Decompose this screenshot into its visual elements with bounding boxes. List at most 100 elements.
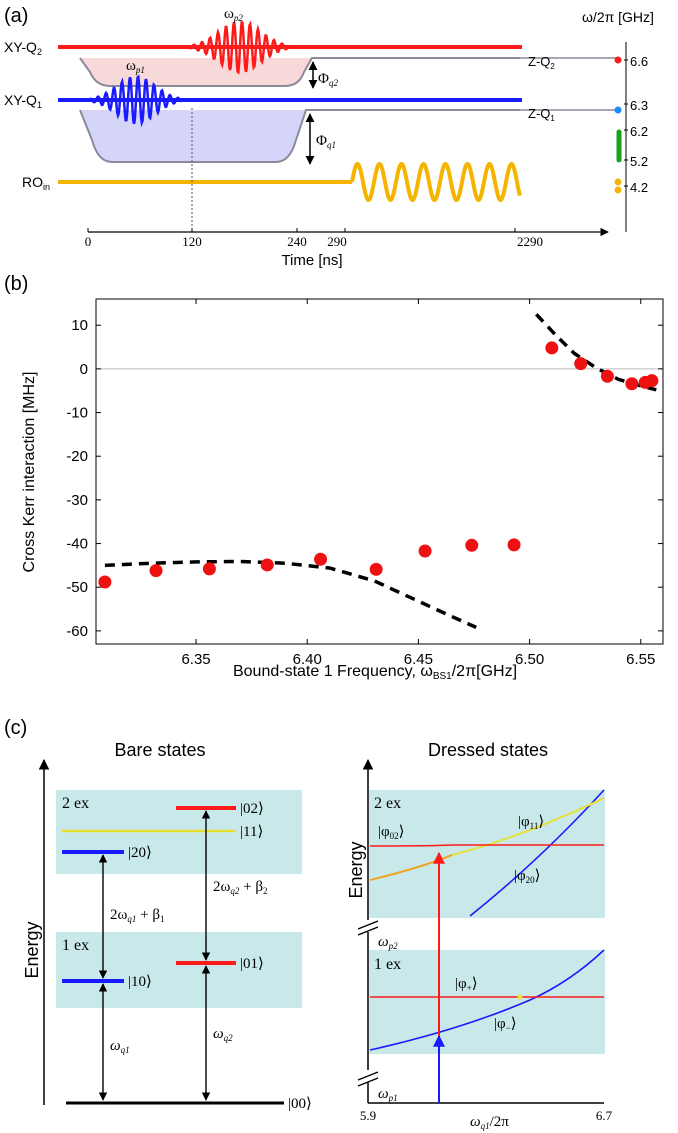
omega-p2-label: ωp2 <box>378 934 398 951</box>
phi-minus-label: |φ−⟩ <box>494 1016 517 1033</box>
flux-q1-region <box>80 110 306 162</box>
ket-20: |20⟩ <box>128 845 152 861</box>
data-point <box>202 562 216 576</box>
data-point <box>314 552 328 566</box>
x-tick-label: 6.50 <box>515 651 544 668</box>
ket-11: |11⟩ <box>240 824 263 840</box>
time-ticks: 0 120 240 290 2290 <box>85 228 543 249</box>
data-point <box>507 538 521 552</box>
freq-units-label: ω/2π [GHz] <box>582 9 654 25</box>
panel-b-label: (b) <box>4 273 28 295</box>
phi11-label: |φ11⟩ <box>518 814 544 831</box>
anticrossing-dot <box>517 994 523 1000</box>
x-tick-label: 6.40 <box>293 651 322 668</box>
freq-tick-5.2: 5.2 <box>630 154 648 169</box>
x-tick-label: 6.45 <box>404 651 433 668</box>
time-axis-label: Time [ns] <box>281 252 342 269</box>
y-tick-label: 0 <box>80 361 88 378</box>
phi-plus-label: |φ+⟩ <box>455 976 478 993</box>
data-point <box>149 564 163 578</box>
dressed-energy-label: Energy <box>346 841 366 898</box>
ket-00: |00⟩ <box>288 1096 312 1112</box>
axis-break-lower <box>357 1070 379 1087</box>
dressed-1ex-band <box>369 950 605 1054</box>
chart-data-points <box>98 341 659 589</box>
phi02-curve <box>369 844 604 847</box>
y-tick-label: 10 <box>71 317 88 334</box>
data-point <box>625 377 639 391</box>
time-tick-290: 290 <box>327 234 347 249</box>
dressed-2ex-band <box>369 790 605 918</box>
freq-tick-6.3: 6.3 <box>630 98 648 113</box>
flux-q2-outline <box>79 57 520 87</box>
freq-tick-6.6: 6.6 <box>630 54 648 69</box>
panel-b: (b) 100-10-20-30-40-50-60 6.35 6.40 6.45 6.… <box>4 273 664 682</box>
readout-dot-1 <box>614 178 622 186</box>
data-point <box>418 544 432 558</box>
dressed-1ex-label: 1 ex <box>374 956 401 973</box>
freq-tick-4.2: 4.2 <box>630 180 648 195</box>
time-tick-2290: 2290 <box>517 234 543 249</box>
x-tick-label: 6.55 <box>626 651 655 668</box>
omega-q2-label: ωq2 <box>213 1026 233 1043</box>
chart-x-ticks: 6.35 6.40 6.45 6.50 6.55 <box>181 299 655 668</box>
y-axis-label: Cross Kerr interaction [MHz] <box>21 372 38 573</box>
y-tick-label: -40 <box>66 536 88 553</box>
panel-c-label: (c) <box>4 717 27 739</box>
bare-2ex-label: 2 ex <box>62 795 89 812</box>
chart-fit-curves <box>104 313 657 629</box>
readout-dot-2 <box>614 186 622 194</box>
ket-10: |10⟩ <box>128 974 152 990</box>
freq-scale-ticks: 6.6 6.3 6.2 5.2 4.2 <box>624 54 648 195</box>
phi02-label: |φ02⟩ <box>378 824 405 841</box>
xy-q2-label: XY-Q2 <box>4 39 42 57</box>
panel-a: (a) ω/2π [GHz] XY-Q2 XY-Q1 ROin Z-Q2 Z-Q… <box>4 5 654 269</box>
ro-wave <box>350 161 522 203</box>
bare-1ex-band <box>56 932 302 1008</box>
phi20-label: |φ20⟩ <box>514 868 541 885</box>
y-tick-label: -30 <box>66 492 88 509</box>
phi02-lower-curve <box>369 854 453 881</box>
data-point <box>260 558 274 572</box>
wp2-label: ωp2 <box>224 6 243 23</box>
y-tick-label: -10 <box>66 405 88 422</box>
q1-frequency-dot <box>614 106 622 114</box>
plot-frame <box>95 298 664 645</box>
phi20-curve <box>469 789 605 917</box>
flux-q2-label: Φq2 <box>318 71 338 88</box>
data-point <box>574 357 588 371</box>
data-point <box>369 562 383 576</box>
dressed-2ex-label: 2 ex <box>374 795 401 812</box>
ro-label: ROin <box>22 174 50 192</box>
bare-energy-label: Energy <box>22 921 42 978</box>
time-tick-120: 120 <box>182 234 202 249</box>
dressed-x-min: 5.9 <box>360 1108 376 1123</box>
flux-q2-region <box>80 58 312 86</box>
z-q1-label: Z-Q1 <box>528 106 555 123</box>
phi-minus-curve <box>369 949 605 1051</box>
dressed-x-label: ωq1/2π <box>470 1114 509 1131</box>
z-q2-label: Z-Q2 <box>528 54 555 71</box>
y-tick-label: -60 <box>66 623 88 640</box>
xy-q1-label: XY-Q1 <box>4 92 42 110</box>
wp1-pulse <box>89 74 183 128</box>
data-point <box>98 575 112 589</box>
ket-02: |02⟩ <box>240 801 264 817</box>
time-tick-240: 240 <box>287 234 307 249</box>
time-tick-0: 0 <box>85 234 92 249</box>
bare-states-title: Bare states <box>114 740 205 760</box>
dressed-states-title: Dressed states <box>428 740 548 760</box>
transition-q1: 2ωq1 + β1 <box>110 907 164 924</box>
axis-break-upper <box>357 920 379 936</box>
chart-y-ticks: 10 0 -10 -20 -30 -40 -50 -60 <box>66 317 663 640</box>
fit-curve <box>104 559 477 629</box>
panel-a-label: (a) <box>4 5 28 27</box>
x-tick-label: 6.35 <box>181 651 210 668</box>
data-point <box>545 341 559 355</box>
ket-01: |01⟩ <box>240 956 264 972</box>
y-tick-label: -50 <box>66 579 88 596</box>
wp1-label: ωp1 <box>126 58 145 75</box>
x-axis-label: Bound-state 1 Frequency, ωBS1/2π[GHz] <box>233 663 517 682</box>
flux-q1-outline <box>79 109 520 163</box>
data-point <box>645 374 659 388</box>
